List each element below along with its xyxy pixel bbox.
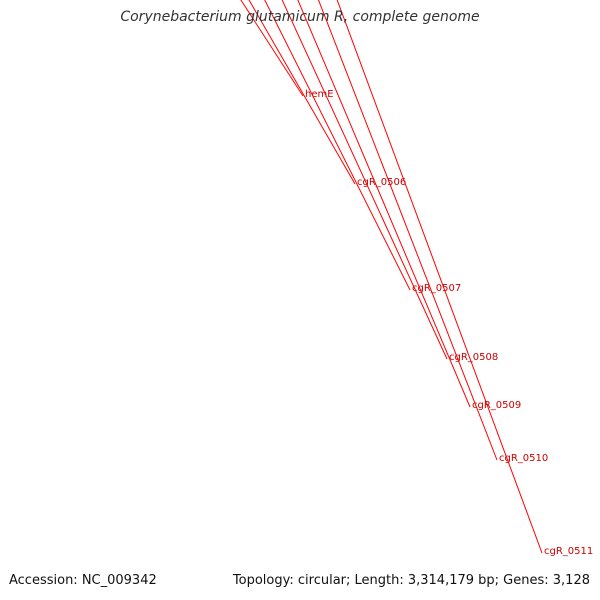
accession-label: Accession: NC_009342 — [9, 573, 157, 588]
map-title: Corynebacterium glutamicum R, complete g… — [120, 9, 480, 25]
gene-label: cgR_0509 — [472, 400, 521, 411]
gene-callout-line — [264, 0, 411, 291]
gene-callout-line — [336, 0, 543, 554]
gene-label: cgR_0507 — [412, 283, 461, 294]
gene-callout-line — [317, 0, 498, 461]
gene-label: hemE — [305, 89, 334, 100]
gene-label: cgR_0511 — [544, 546, 593, 557]
gene-label: cgR_0510 — [499, 453, 548, 464]
gene-callout-line — [281, 0, 448, 360]
gene-label: cgR_0508 — [449, 352, 498, 363]
gene-callout-line — [297, 0, 471, 408]
genome-stats: Topology: circular; Length: 3,314,179 bp… — [232, 573, 590, 588]
gene-label: cgR_0506 — [357, 177, 406, 188]
gene-callout-line — [248, 0, 356, 185]
